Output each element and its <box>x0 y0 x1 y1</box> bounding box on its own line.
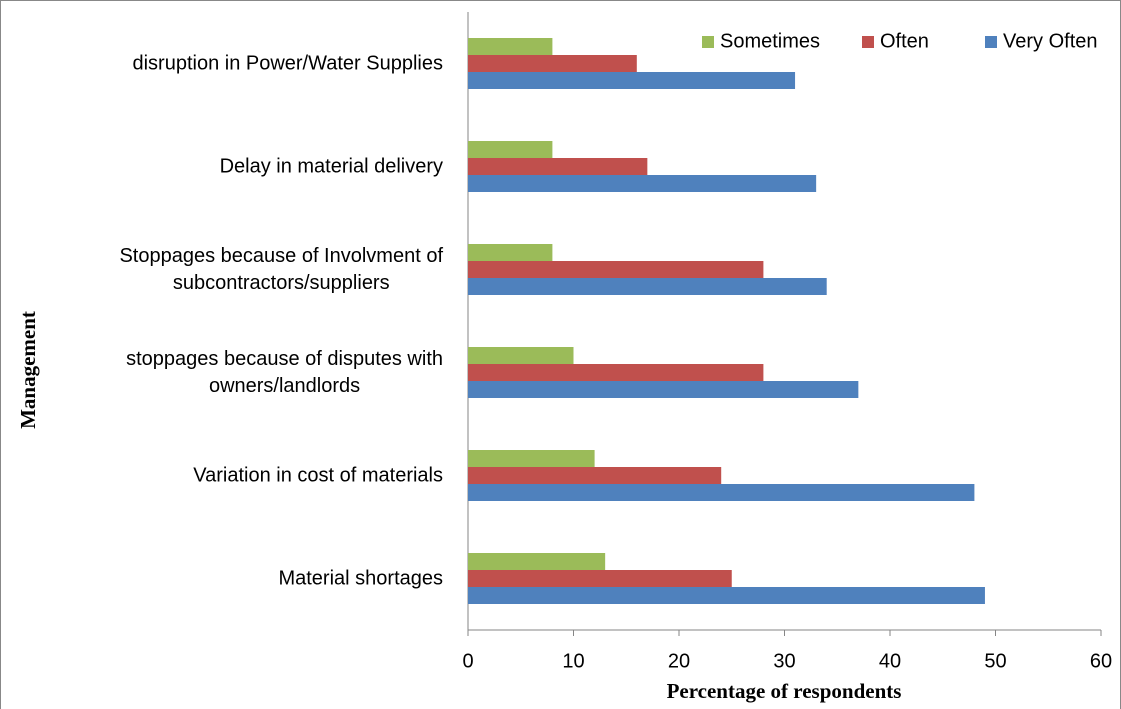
x-tick-label: 50 <box>984 650 1006 672</box>
y-tick-label: stoppages because of disputes with owners… <box>126 346 443 400</box>
y-tick-label: disruption in Power/Water Supplies <box>132 50 443 77</box>
x-tick-label: 10 <box>562 650 584 672</box>
legend-label: Often <box>880 30 929 52</box>
x-tick-label: 40 <box>879 650 901 672</box>
bar <box>468 72 796 89</box>
bar <box>468 484 975 501</box>
legend-swatch <box>985 36 997 48</box>
bar <box>468 55 637 72</box>
x-axis-label: Percentage of respondents <box>667 679 902 703</box>
bar <box>468 244 553 261</box>
legend-swatch <box>862 36 874 48</box>
y-tick-label: Stoppages because of Involvment of subcon… <box>119 243 443 297</box>
y-tick-label-line: Stoppages because of Involvment of <box>119 244 443 267</box>
legend-swatch <box>702 36 714 48</box>
legend-label: Sometimes <box>720 30 820 52</box>
bar <box>468 347 574 364</box>
bar <box>468 364 764 381</box>
bar <box>468 570 732 587</box>
bar <box>468 175 817 192</box>
y-tick-label-line: stoppages because of disputes with <box>126 347 443 370</box>
x-tick-label: 0 <box>462 650 473 672</box>
bar <box>468 38 553 55</box>
x-tick-label: 30 <box>773 650 795 672</box>
bar <box>468 587 985 604</box>
bar <box>468 261 764 278</box>
y-axis-label: Management <box>16 311 40 429</box>
y-tick-label-line: owners/landlords <box>208 374 361 397</box>
bar <box>468 278 827 295</box>
bar <box>468 158 648 175</box>
bar <box>468 467 722 484</box>
y-tick-label-line: Variation in cost of materials <box>193 464 443 486</box>
y-tick-label-line: Material shortages <box>278 567 443 589</box>
bar <box>468 381 859 398</box>
y-tick-label: Material shortages <box>278 565 443 592</box>
x-tick-label: 60 <box>1090 650 1112 672</box>
x-tick-label: 20 <box>668 650 690 672</box>
y-tick-label-line: Delay in material delivery <box>219 155 443 177</box>
y-tick-label-line: disruption in Power/Water Supplies <box>132 52 443 74</box>
bar <box>468 553 606 570</box>
legend-label: Very Often <box>1003 30 1098 52</box>
bar <box>468 450 595 467</box>
y-tick-label: Variation in cost of materials <box>193 462 443 489</box>
y-tick-label: Delay in material delivery <box>220 153 443 180</box>
y-tick-label-line: subcontractors/suppliers <box>172 271 390 294</box>
bar <box>468 141 553 158</box>
